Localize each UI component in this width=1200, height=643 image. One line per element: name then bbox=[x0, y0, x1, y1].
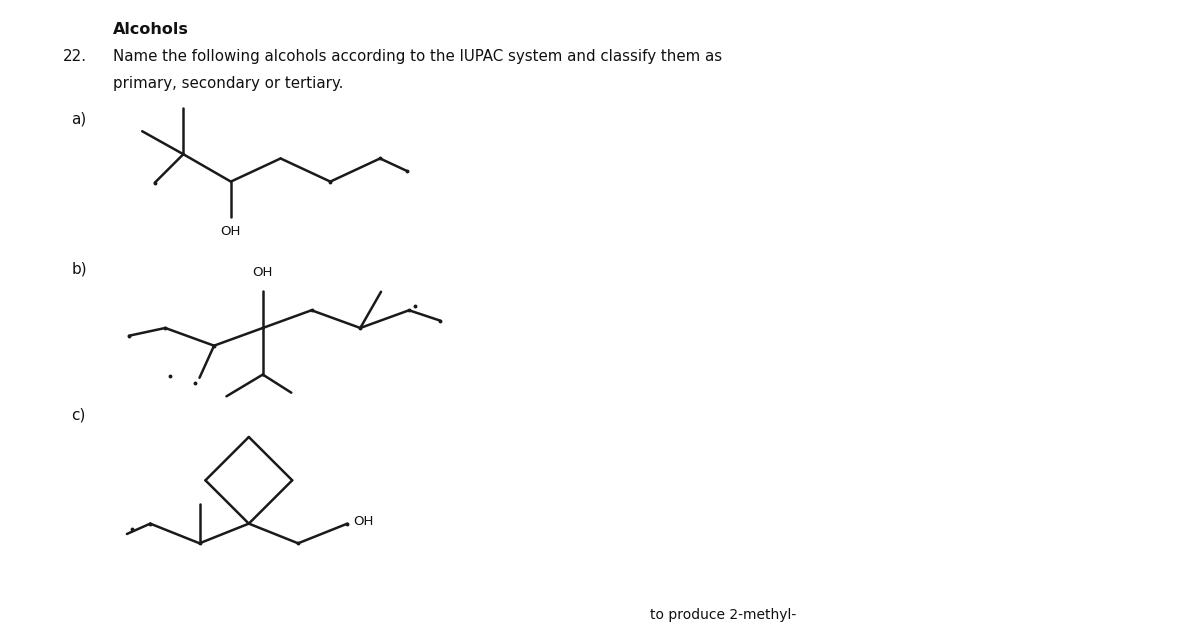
Text: primary, secondary or tertiary.: primary, secondary or tertiary. bbox=[113, 76, 343, 91]
Text: OH: OH bbox=[353, 515, 373, 528]
Text: to produce 2-methyl-: to produce 2-methyl- bbox=[650, 608, 796, 622]
Text: b): b) bbox=[71, 261, 86, 276]
Text: OH: OH bbox=[221, 225, 241, 238]
Text: 22.: 22. bbox=[64, 49, 88, 64]
Text: OH: OH bbox=[252, 266, 272, 279]
Text: Alcohols: Alcohols bbox=[113, 23, 190, 37]
Text: c): c) bbox=[71, 408, 85, 422]
Text: Name the following alcohols according to the IUPAC system and classify them as: Name the following alcohols according to… bbox=[113, 49, 722, 64]
Text: a): a) bbox=[71, 112, 86, 127]
